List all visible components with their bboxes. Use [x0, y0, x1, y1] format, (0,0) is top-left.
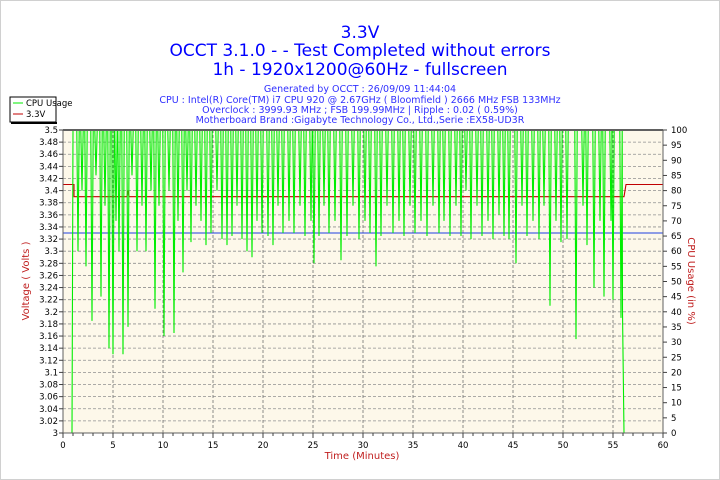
info-cpu: CPU : Intel(R) Core(TM) i7 CPU 920 @ 2.6…: [159, 95, 560, 106]
x-tick-label: 50: [558, 441, 569, 451]
y-tick-label: 3.28: [39, 259, 58, 269]
y2-tick-label: 25: [671, 353, 682, 363]
y-tick-label: 3.38: [39, 199, 58, 209]
y-tick-label: 3.34: [39, 223, 58, 233]
y2-tick-label: 95: [671, 141, 682, 151]
legend-label-cpu-usage: CPU Usage: [26, 99, 72, 109]
y2-tick-label: 20: [671, 368, 682, 378]
y-tick-label: 3.24: [39, 284, 58, 294]
x-tick-label: 40: [458, 441, 469, 451]
chart-title: 3.3V: [341, 23, 380, 43]
y2-tick-label: 100: [671, 126, 687, 136]
y-tick-label: 3.16: [39, 332, 58, 342]
x-tick-label: 35: [408, 441, 419, 451]
x-tick-label: 60: [658, 441, 669, 451]
x-tick-label: 25: [308, 441, 319, 451]
y-tick-label: 3.02: [39, 417, 58, 427]
legend-label-3-3v: 3.3V: [26, 110, 46, 120]
x-tick-label: 10: [158, 441, 169, 451]
y-tick-label: 3.5: [44, 126, 58, 136]
y-tick-label: 3.48: [39, 138, 58, 148]
y2-tick-label: 70: [671, 217, 682, 227]
y-tick-label: 3.3: [44, 247, 58, 257]
chart-subtitle-1: OCCT 3.1.0 - - Test Completed without er…: [170, 41, 551, 61]
legend-box: [9, 96, 57, 123]
legend-shadow: [11, 122, 57, 124]
y-tick-label: 3.1: [44, 368, 58, 378]
y2-tick-label: 45: [671, 293, 682, 303]
y-tick-label: 3.4: [44, 187, 58, 197]
y-tick-label: 3.42: [39, 174, 58, 184]
y-tick-label: 3.26: [39, 271, 58, 281]
info-overclock: Overclock : 3999.93 MHz ; FSB 199.99MHz …: [202, 105, 518, 116]
grid: [63, 130, 663, 433]
y-tick-label: 3.18: [39, 320, 58, 330]
y-tick-label: 3.2: [44, 308, 58, 318]
y-tick-label: 3: [53, 429, 58, 439]
y-tick-label: 3.36: [39, 211, 58, 221]
y2-tick-label: 60: [671, 247, 682, 257]
y2-tick-label: 0: [671, 429, 676, 439]
x-tick-label: 45: [508, 441, 519, 451]
x-tick-label: 30: [358, 441, 369, 451]
y-tick-label: 3.44: [39, 162, 58, 172]
series-line-3-3v: [63, 183, 663, 198]
y2-tick-label: 65: [671, 232, 682, 242]
y-tick-label: 3.32: [39, 235, 58, 245]
y2-tick-label: 80: [671, 187, 682, 197]
x-tick-label: 15: [208, 441, 219, 451]
info-motherboard: Motherboard Brand :Gigabyte Technology C…: [196, 115, 525, 126]
y2-tick-label: 55: [671, 262, 682, 272]
y-tick-label: 3.46: [39, 150, 58, 160]
x-tick-label: 0: [60, 441, 65, 451]
legend: CPU Usage 3.3V: [9, 96, 72, 124]
y-axis-label: Voltage ( Volts ): [21, 241, 32, 320]
x-tick-label: 20: [258, 441, 269, 451]
y-tick-label: 3.06: [39, 393, 58, 403]
info-generated: Generated by OCCT : 26/09/09 11:44:04: [264, 84, 456, 95]
axes: 3 3.02 3.04 3.06 3.08 3.1 3.12 3.14 3.16 3.18 3.2 3…: [39, 126, 687, 451]
y2-tick-label: 40: [671, 308, 682, 318]
y-tick-label: 3.12: [39, 356, 58, 366]
y2-tick-label: 75: [671, 202, 682, 212]
x-axis-label: Time (Minutes): [324, 451, 400, 462]
y-tick-label: 3.04: [39, 405, 58, 415]
y2-tick-label: 85: [671, 171, 682, 181]
y-tick-label: 3.14: [39, 344, 58, 354]
y2-tick-label: 35: [671, 323, 682, 333]
x-tick-label: 5: [110, 441, 115, 451]
x-tick-label: 55: [608, 441, 619, 451]
y2-tick-label: 50: [671, 278, 682, 288]
y2-axis-label: CPU Usage (in %): [685, 237, 696, 325]
y-tick-label: 3.08: [39, 381, 58, 391]
y2-tick-label: 15: [671, 384, 682, 394]
y2-tick-label: 90: [671, 156, 682, 166]
y2-tick-label: 5: [671, 414, 676, 424]
y2-tick-label: 30: [671, 338, 682, 348]
y-tick-label: 3.22: [39, 296, 58, 306]
y2-tick-label: 10: [671, 399, 682, 409]
chart-subtitle-2: 1h - 1920x1200@60Hz - fullscreen: [212, 60, 507, 80]
